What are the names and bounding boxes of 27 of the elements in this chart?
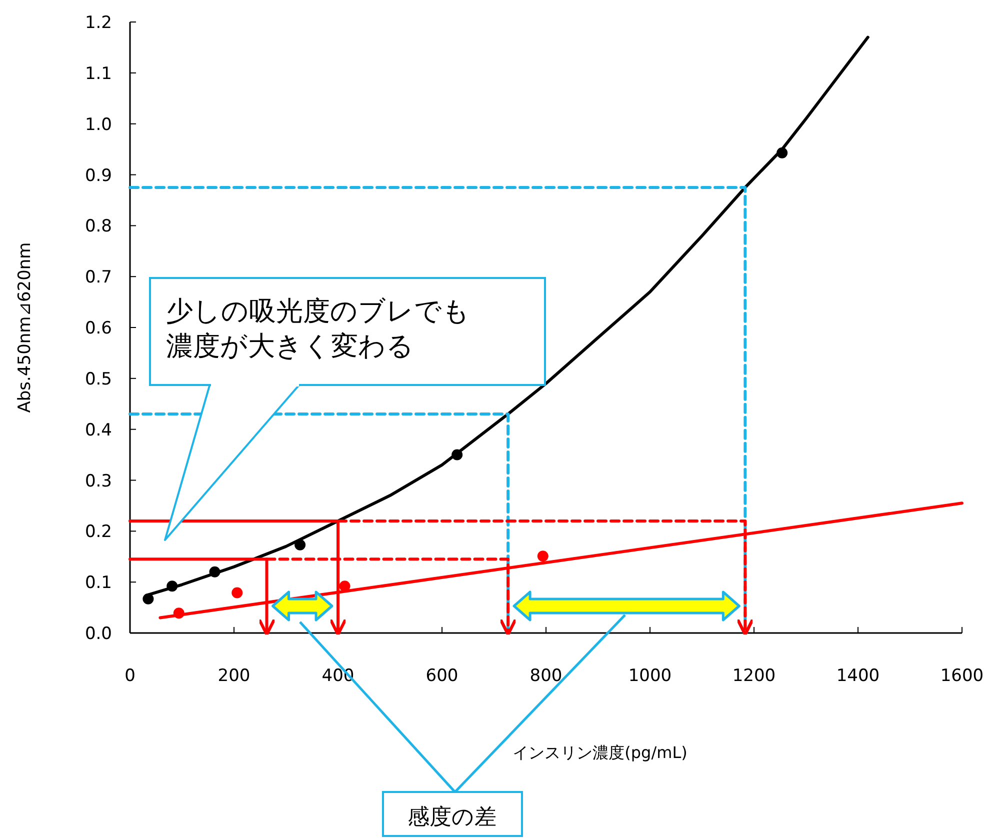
y-tick-label: 0.7: [84, 268, 112, 288]
y-tick-label: 0.9: [84, 166, 112, 186]
y-tick-label: 0.2: [84, 522, 112, 542]
y-tick-label: 0.3: [84, 471, 112, 492]
x-tick-label: 0: [124, 666, 136, 686]
x-tick-label: 800: [530, 666, 562, 686]
y-tick-label: 0.6: [84, 318, 112, 338]
y-tick-label: 1.0: [84, 114, 112, 135]
x-tick-label: 1200: [732, 666, 776, 686]
point: [232, 587, 243, 598]
y-tick-label: 1.1: [84, 64, 112, 84]
y-tick-label: 0.5: [84, 369, 112, 390]
y-tick-label: 0.0: [84, 624, 112, 644]
x-tick-label: 1000: [628, 666, 672, 686]
y-tick-label: 1.2: [84, 13, 112, 33]
point: [537, 550, 548, 562]
x-axis-title: インスリン濃度(pg/mL): [512, 743, 688, 762]
x-tick-label: 200: [218, 666, 250, 686]
y-tick-label: 0.4: [84, 420, 112, 440]
text: 感度の差: [408, 805, 496, 830]
y-tick-label: 0.1: [84, 573, 112, 594]
y-axis-title: Abs.450nm⊿620nm: [15, 242, 35, 413]
x-tick-label: 1400: [836, 666, 880, 686]
x-tick-label: 1600: [940, 666, 984, 686]
x-tick-label: 600: [426, 666, 458, 686]
y-tick-label: 0.8: [84, 216, 112, 237]
annotation: 少しの吸光度のブレでも濃度が大きく変わる: [166, 296, 470, 362]
